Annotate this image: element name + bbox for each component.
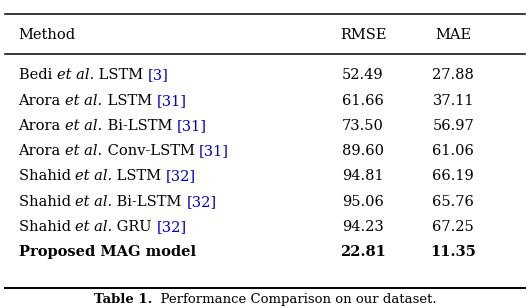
Text: Shahid: Shahid: [19, 195, 75, 209]
Text: [32]: [32]: [166, 169, 196, 184]
Text: et al.: et al.: [65, 119, 102, 133]
Text: 22.81: 22.81: [340, 245, 386, 259]
Text: LSTM: LSTM: [102, 94, 156, 108]
Text: MAE: MAE: [435, 28, 471, 43]
Text: et al.: et al.: [75, 169, 112, 184]
Text: et al.: et al.: [65, 144, 102, 158]
Text: 94.81: 94.81: [342, 169, 384, 184]
Text: Arora: Arora: [19, 119, 65, 133]
Text: 52.49: 52.49: [342, 68, 384, 83]
Text: 61.06: 61.06: [432, 144, 474, 158]
Text: 11.35: 11.35: [430, 245, 476, 259]
Text: Performance Comparison on our dataset.: Performance Comparison on our dataset.: [152, 293, 437, 306]
Text: Bi-LSTM: Bi-LSTM: [102, 119, 176, 133]
Text: Bi-LSTM: Bi-LSTM: [112, 195, 187, 209]
Text: 89.60: 89.60: [342, 144, 384, 158]
Text: Arora: Arora: [19, 94, 65, 108]
Text: Proposed MAG model: Proposed MAG model: [19, 245, 196, 259]
Text: et al.: et al.: [57, 68, 94, 83]
Text: 94.23: 94.23: [342, 220, 384, 234]
Text: et al.: et al.: [75, 195, 112, 209]
Text: Arora: Arora: [19, 144, 65, 158]
Text: 61.66: 61.66: [342, 94, 384, 108]
Text: Table 1.: Table 1.: [93, 293, 152, 306]
Text: 65.76: 65.76: [432, 195, 474, 209]
Text: GRU: GRU: [112, 220, 156, 234]
Text: Bedi: Bedi: [19, 68, 57, 83]
Text: 67.25: 67.25: [432, 220, 474, 234]
Text: 66.19: 66.19: [432, 169, 474, 184]
Text: et al.: et al.: [65, 94, 102, 108]
Text: Shahid: Shahid: [19, 220, 75, 234]
Text: [3]: [3]: [147, 68, 169, 83]
Text: [32]: [32]: [156, 220, 187, 234]
Text: LSTM: LSTM: [112, 169, 166, 184]
Text: 95.06: 95.06: [342, 195, 384, 209]
Text: 56.97: 56.97: [432, 119, 474, 133]
Text: 73.50: 73.50: [342, 119, 384, 133]
Text: [31]: [31]: [199, 144, 229, 158]
Text: [32]: [32]: [187, 195, 216, 209]
Text: 37.11: 37.11: [432, 94, 474, 108]
Text: Method: Method: [19, 28, 76, 43]
Text: [31]: [31]: [176, 119, 207, 133]
Text: RMSE: RMSE: [340, 28, 386, 43]
Text: Shahid: Shahid: [19, 169, 75, 184]
Text: LSTM: LSTM: [94, 68, 147, 83]
Text: 27.88: 27.88: [432, 68, 474, 83]
Text: Conv-LSTM: Conv-LSTM: [102, 144, 199, 158]
Text: [31]: [31]: [156, 94, 187, 108]
Text: et al.: et al.: [75, 220, 112, 234]
